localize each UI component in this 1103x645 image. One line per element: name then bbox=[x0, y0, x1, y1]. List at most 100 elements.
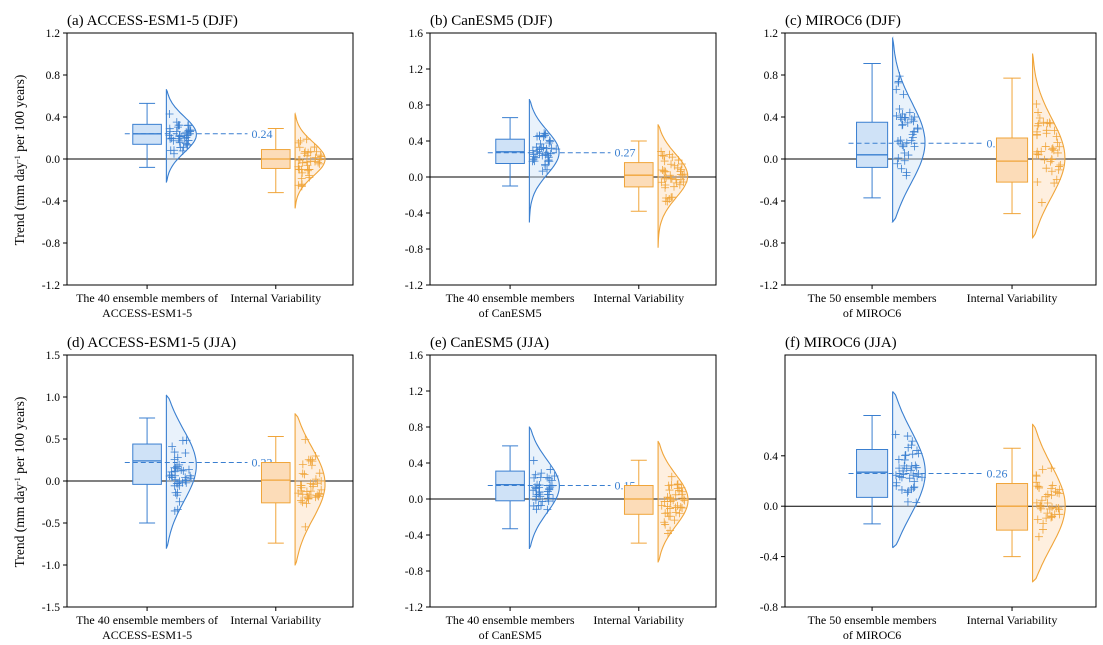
member-marker bbox=[900, 113, 909, 122]
member-marker bbox=[187, 474, 196, 483]
member-marker bbox=[182, 133, 191, 142]
member-marker bbox=[898, 466, 907, 475]
member-marker bbox=[665, 194, 674, 203]
member-marker bbox=[1035, 484, 1044, 493]
member-marker bbox=[540, 129, 549, 138]
member-marker bbox=[531, 470, 540, 479]
member-marker bbox=[1054, 505, 1063, 514]
member-marker bbox=[310, 143, 319, 152]
member-marker bbox=[297, 486, 306, 495]
member-marker bbox=[677, 483, 686, 492]
member-marker bbox=[679, 177, 688, 186]
member-marker bbox=[676, 503, 685, 512]
model-series: 0.27 bbox=[487, 99, 635, 223]
member-marker bbox=[900, 461, 909, 470]
member-marker bbox=[902, 168, 911, 177]
member-marker bbox=[537, 501, 546, 510]
member-marker bbox=[315, 469, 324, 478]
member-marker bbox=[314, 492, 323, 501]
model-series: 0.24 bbox=[124, 89, 272, 183]
violin bbox=[165, 89, 197, 183]
member-marker bbox=[1051, 487, 1060, 496]
member-marker bbox=[675, 509, 684, 518]
y-tick-label: 0.8 bbox=[46, 70, 61, 82]
member-marker bbox=[1034, 532, 1043, 541]
box bbox=[995, 137, 1029, 183]
member-marker bbox=[903, 497, 912, 506]
member-marker bbox=[1047, 491, 1056, 500]
member-marker bbox=[1034, 108, 1043, 117]
member-marker bbox=[917, 473, 926, 482]
y-tick-label: -0.8 bbox=[405, 566, 423, 578]
member-marker bbox=[295, 165, 304, 174]
member-marker bbox=[1047, 464, 1056, 473]
member-marker bbox=[673, 163, 682, 172]
panel-c: (c) MIROC6 (DJF) 1.2 0.8 0.4 0.0 -0.4 -0.8 -1.2… bbox=[760, 13, 1097, 320]
mean-label: 0.27 bbox=[614, 146, 635, 160]
member-marker bbox=[170, 481, 179, 490]
member-marker bbox=[1047, 145, 1056, 154]
iv-series bbox=[995, 53, 1066, 239]
member-marker bbox=[900, 148, 909, 157]
member-marker bbox=[173, 123, 182, 132]
violin bbox=[891, 36, 926, 223]
x-category-label: The 50 ensemble members bbox=[808, 291, 937, 305]
member-marker bbox=[1038, 465, 1047, 474]
panel-a: (a) ACCESS-ESM1-5 (DJF) 1.2 0.8 0.4 0.0 -0.4 -… bbox=[42, 13, 354, 320]
y-tick-label: 1.2 bbox=[764, 28, 779, 40]
member-marker bbox=[1032, 498, 1041, 507]
member-marker bbox=[891, 430, 900, 439]
y-tick-label: -0.4 bbox=[760, 552, 778, 564]
y-tick-label: 1.6 bbox=[409, 28, 424, 40]
member-marker bbox=[1033, 482, 1042, 491]
member-marker bbox=[660, 497, 669, 506]
member-marker bbox=[303, 493, 312, 502]
member-marker bbox=[178, 436, 187, 445]
iv-series bbox=[260, 413, 326, 566]
member-marker bbox=[1041, 492, 1050, 501]
member-marker bbox=[173, 505, 182, 514]
member-marker bbox=[894, 77, 903, 86]
x-category-label: The 40 ensemble members of bbox=[76, 291, 218, 305]
member-marker bbox=[312, 147, 321, 156]
y-tick-label: -0.4 bbox=[760, 196, 778, 208]
y-tick-label: -0.4 bbox=[405, 530, 423, 542]
y-tick-label: 0.4 bbox=[764, 112, 779, 124]
member-marker bbox=[297, 182, 306, 191]
member-marker bbox=[165, 110, 174, 119]
member-marker bbox=[907, 462, 916, 471]
member-marker bbox=[302, 135, 311, 144]
member-marker bbox=[679, 495, 688, 504]
member-marker bbox=[1047, 513, 1056, 522]
y-tick-label: -0.8 bbox=[405, 244, 423, 256]
member-marker bbox=[538, 151, 547, 160]
member-marker bbox=[183, 140, 192, 149]
member-marker bbox=[302, 499, 311, 508]
y-tick-label: 1.2 bbox=[46, 28, 61, 40]
member-marker bbox=[914, 449, 923, 458]
panel-d: (d) ACCESS-ESM1-5 (JJA) 1.5 1.0 0.5 0.0 -0.5 -… bbox=[42, 335, 354, 642]
member-marker bbox=[183, 141, 192, 150]
member-marker bbox=[297, 174, 306, 183]
y-tick-label: 0.4 bbox=[46, 112, 61, 124]
member-marker bbox=[661, 167, 670, 176]
member-marker bbox=[301, 522, 310, 531]
member-marker bbox=[662, 173, 671, 182]
member-marker bbox=[666, 171, 675, 180]
member-marker bbox=[1042, 126, 1051, 135]
member-marker bbox=[165, 124, 174, 133]
member-marker bbox=[677, 165, 686, 174]
member-marker bbox=[910, 112, 919, 121]
member-marker bbox=[175, 138, 184, 147]
y-tick-label: -1.2 bbox=[405, 602, 423, 614]
member-marker bbox=[903, 488, 912, 497]
member-marker bbox=[1032, 478, 1041, 487]
member-marker bbox=[177, 465, 186, 474]
violin bbox=[892, 391, 926, 549]
member-marker bbox=[908, 437, 917, 446]
y-tick-label: 0.4 bbox=[409, 458, 424, 470]
y-tick-label: 0.5 bbox=[46, 434, 61, 446]
member-marker bbox=[1053, 488, 1062, 497]
member-marker bbox=[306, 456, 315, 465]
member-marker bbox=[165, 472, 174, 481]
